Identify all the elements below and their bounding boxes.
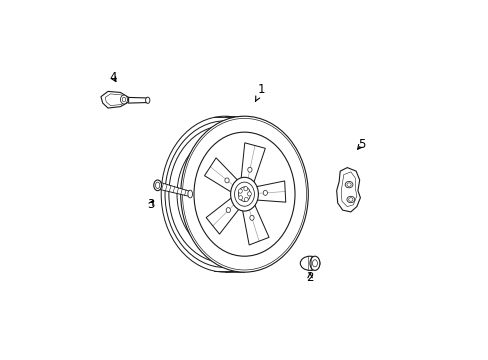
Ellipse shape (224, 178, 229, 183)
Ellipse shape (244, 186, 247, 191)
Ellipse shape (181, 116, 307, 272)
Text: 2: 2 (305, 271, 313, 284)
Ellipse shape (244, 197, 248, 202)
Ellipse shape (194, 132, 294, 256)
Ellipse shape (300, 256, 319, 270)
Ellipse shape (230, 177, 258, 211)
Polygon shape (336, 168, 360, 212)
Polygon shape (241, 143, 265, 184)
Polygon shape (157, 182, 190, 197)
Ellipse shape (234, 182, 254, 206)
Text: 5: 5 (357, 138, 365, 151)
Text: 4: 4 (109, 71, 117, 84)
Ellipse shape (249, 215, 254, 220)
Ellipse shape (247, 192, 251, 196)
Polygon shape (206, 197, 240, 234)
Ellipse shape (309, 256, 319, 270)
Ellipse shape (145, 97, 149, 103)
Ellipse shape (346, 196, 354, 203)
Ellipse shape (345, 181, 352, 188)
Ellipse shape (153, 180, 161, 191)
Text: 1: 1 (255, 83, 264, 102)
Ellipse shape (238, 187, 250, 201)
Polygon shape (254, 181, 285, 202)
Ellipse shape (226, 208, 230, 213)
Ellipse shape (238, 195, 242, 200)
Polygon shape (204, 158, 239, 193)
Ellipse shape (187, 190, 192, 198)
Ellipse shape (263, 190, 267, 195)
Polygon shape (242, 203, 268, 245)
Ellipse shape (120, 95, 127, 104)
Ellipse shape (238, 189, 242, 193)
Polygon shape (101, 91, 128, 108)
Ellipse shape (247, 167, 251, 172)
Text: 3: 3 (146, 198, 154, 211)
